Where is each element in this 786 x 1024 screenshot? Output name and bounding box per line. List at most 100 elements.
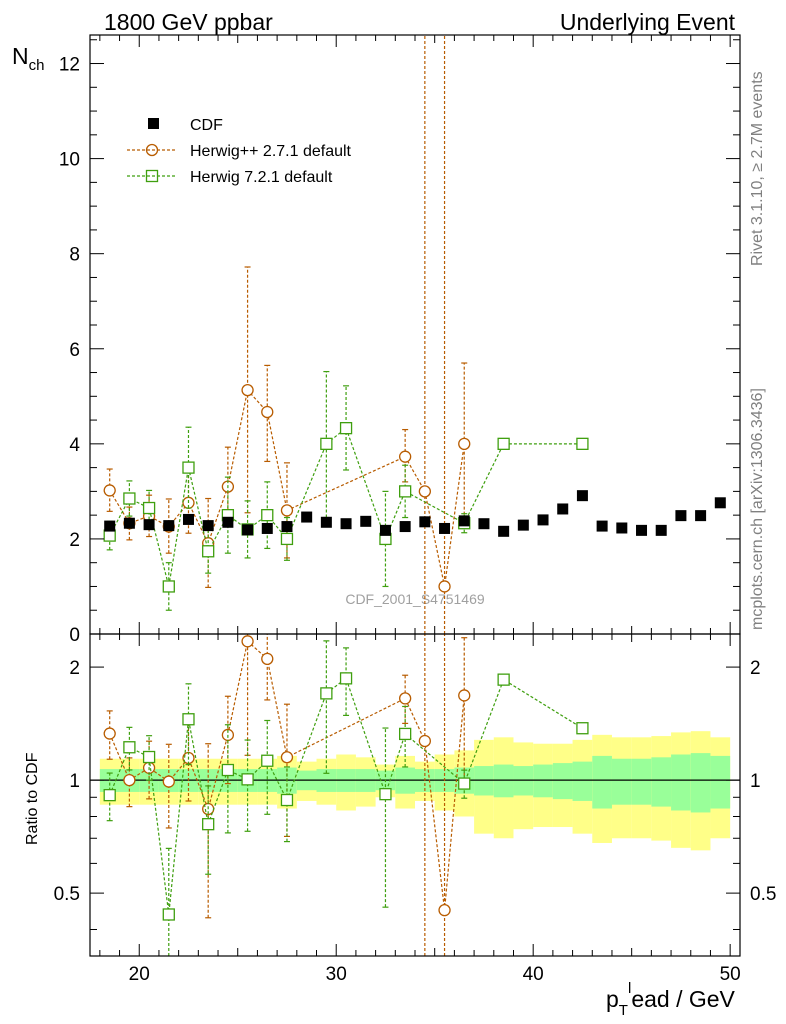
herwig7-point-ratio-32.5 [379,788,392,801]
herwig7-point-main-26.5 [261,509,274,522]
herwig7-point-main-23.5 [202,545,215,558]
cdf-point-28.5 [301,511,313,523]
cdf-point-18.5 [104,520,116,532]
y-tick-label-4: 4 [69,435,80,456]
cdf-point-24.5 [222,516,234,528]
ratio-tick-label-right-2: 2 [750,658,761,679]
legend-cdf-marker [148,118,159,129]
y-axis-label-main: Nch [12,43,44,74]
cdf-point-31.5 [360,515,372,527]
uncertainty-bands [99,731,731,851]
cdf-point-32.5 [379,524,391,536]
herwig7-point-ratio-24.5 [221,763,235,777]
herwig7-point-main-30.5 [339,422,353,435]
band-inner-43.5 [592,755,612,809]
herwig7-point-ratio-19.5 [123,741,136,754]
main-frame [89,34,741,635]
cdf-point-42.5 [576,490,588,502]
cdf-point-44.5 [616,522,628,534]
x-tick-label-50: 50 [720,964,741,985]
herwig7-point-ratio-36.5 [458,777,471,790]
cdf-point-40.5 [537,514,549,526]
herwig7-point-ratio-26.5 [261,754,274,767]
herwigpp-point-ratio-35.5 [438,903,451,917]
ratio-tick-label-left-2: 2 [69,658,80,679]
cdf-point-33.5 [399,521,411,533]
cdf-point-27.5 [281,521,293,533]
cdf-point-37.5 [478,518,490,530]
herwigpp-point-ratio-25.5 [241,635,254,648]
band-inner-39.5 [513,766,534,796]
cdf-point-20.5 [143,519,155,531]
herwigpp-point-main-18.5 [103,484,116,497]
rivet-label: Rivet 3.1.10, ≥ 2.7M events [749,71,766,266]
cdf-point-36.5 [458,515,470,527]
herwigpp-point-main-27.5 [280,504,294,517]
ratio-tick-label-right-1: 1 [750,771,761,792]
x-axis-label-sup: l [628,980,631,997]
cdf-point-21.5 [163,520,175,532]
x-axis-label-rest: ead / GeV [631,986,735,1012]
herwigpp-point-ratio-21.5 [162,775,175,788]
cdf-point-22.5 [182,513,194,525]
y-tick-label-0: 0 [69,625,80,646]
herwig7-point-ratio-25.5 [241,773,254,786]
herwigpp-point-main-25.5 [241,383,254,397]
analysis-watermark: CDF_2001_S4751469 [345,591,485,607]
cdf-data-points [104,490,726,537]
band-inner-42.5 [572,761,593,801]
band-inner-38.5 [493,764,514,798]
herwigpp-point-ratio-27.5 [280,751,294,764]
y-tick-label-2: 2 [69,530,80,551]
herwigpp-point-main-36.5 [458,437,471,450]
herwigpp-point-main-34.5 [418,485,431,498]
y-tick-label-10: 10 [59,150,80,171]
x-axis-label-p: p [606,986,619,1012]
band-inner-44.5 [611,758,632,805]
legend-herwig7-marker [145,169,159,183]
herwig7-point-main-27.5 [280,532,294,546]
band-inner-49.5 [710,755,731,809]
band-inner-41.5 [552,763,573,800]
cdf-point-39.5 [517,519,529,531]
herwig7-point-main-38.5 [497,437,510,450]
herwig7-point-ratio-18.5 [103,788,116,802]
mc-curves [103,35,589,956]
x-axis-label: pTlead / GeV [606,980,736,1019]
x-tick-label-30: 30 [326,964,347,985]
herwig7-point-ratio-27.5 [280,793,294,807]
cdf-point-47.5 [675,510,687,522]
cdf-point-26.5 [261,522,273,534]
cdf-point-38.5 [498,525,510,537]
cdf-point-46.5 [655,524,667,536]
herwig7-point-ratio-33.5 [399,727,412,741]
legend-herwigpp-marker [145,143,159,157]
cdf-point-41.5 [557,503,569,515]
herwig7-point-ratio-23.5 [202,818,215,831]
x-tick-label-20: 20 [129,964,150,985]
y-axis-label-ratio: Ratio to CDF [24,752,41,845]
legend-herwig7-label: Herwig 7.2.1 default [190,169,333,186]
herwig7-point-main-22.5 [182,461,195,474]
band-inner-47.5 [671,754,691,811]
herwigpp-point-ratio-36.5 [458,689,471,702]
header-left: 1800 GeV ppbar [104,9,273,35]
cdf-point-34.5 [419,516,431,528]
herwig7-point-ratio-42.5 [576,722,589,735]
band-inner-45.5 [631,758,652,805]
band-inner-37.5 [474,766,494,796]
y-tick-label-12: 12 [59,55,80,76]
x-axis-label-sub: T [619,1002,628,1019]
cdf-point-25.5 [242,524,254,536]
cdf-point-30.5 [340,518,352,530]
herwig7-point-ratio-21.5 [162,908,175,921]
ratio-tick-label-left-1: 1 [69,771,80,792]
y-axis-label-main-sub: ch [29,57,45,74]
herwig7-point-main-29.5 [320,437,333,450]
cdf-point-35.5 [439,522,451,534]
legend-cdf-label: CDF [190,117,223,134]
mcplots-label: mcplots.cern.ch [arXiv:1306.3436] [749,388,766,630]
herwig7-point-main-33.5 [399,485,412,498]
herwigpp-point-ratio-26.5 [261,652,274,666]
